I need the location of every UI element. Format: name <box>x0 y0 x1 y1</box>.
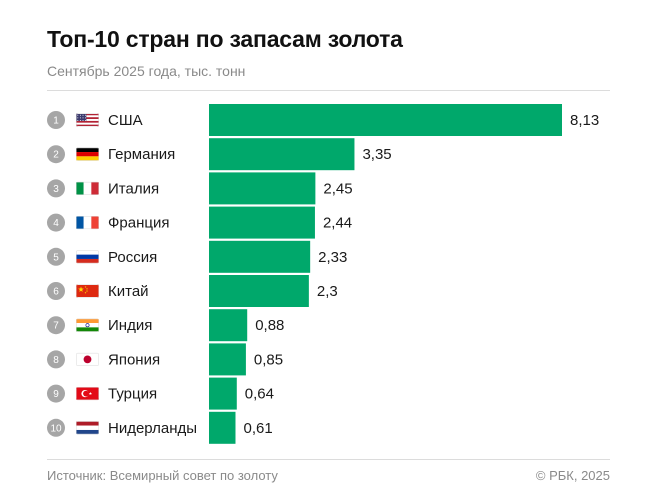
value-label: 3,35 <box>362 146 391 163</box>
bar-row: 4 Франция 2,44 <box>47 206 352 239</box>
bar <box>209 275 309 307</box>
category-label: Россия <box>108 249 157 266</box>
bar-row: 9 Турция 0,64 <box>47 377 274 410</box>
copyright-note: © РБК, 2025 <box>535 468 610 483</box>
bar-row: 3 Италия 2,45 <box>47 172 353 205</box>
in-flag-icon <box>76 318 99 332</box>
rank-label: 2 <box>53 150 59 161</box>
bar <box>209 138 355 171</box>
category-label: Япония <box>108 351 160 368</box>
chart-subtitle: Сентябрь 2025 года, тыс. тонн <box>47 63 246 79</box>
chart-title: Топ-10 стран по запасам золота <box>47 26 403 52</box>
rank-badge <box>47 418 65 437</box>
bar <box>209 343 246 376</box>
bar <box>209 206 315 239</box>
rank-label: 7 <box>53 321 59 332</box>
bar-row: 7 Индия 0,88 <box>47 309 284 342</box>
rank-badge <box>47 145 65 164</box>
bar <box>209 240 311 273</box>
rank-badge <box>47 213 65 232</box>
rank-label: 6 <box>53 287 59 298</box>
rank-badge <box>47 384 65 403</box>
source-note: Источник: Всемирный совет по золоту <box>47 468 278 483</box>
top-divider <box>47 90 610 91</box>
rank-label: 8 <box>53 355 59 366</box>
bar <box>209 411 236 444</box>
rank-label: 3 <box>53 184 59 195</box>
bar-row: 8 Япония 0,85 <box>47 343 283 376</box>
bar-row: 6 Китай 2,3 <box>47 275 338 307</box>
value-label: 8,13 <box>570 112 599 129</box>
tr-flag-icon <box>76 387 99 401</box>
rank-badge <box>47 179 65 198</box>
value-label: 2,44 <box>323 215 352 232</box>
it-flag-icon <box>76 181 99 195</box>
category-label: Нидерланды <box>108 420 197 437</box>
rank-label: 9 <box>53 389 59 400</box>
value-label: 0,64 <box>245 386 274 403</box>
value-label: 0,61 <box>243 420 272 437</box>
jp-flag-icon <box>76 352 99 366</box>
value-label: 2,3 <box>317 283 338 300</box>
value-label: 2,45 <box>323 180 352 197</box>
rank-label: 5 <box>53 252 59 263</box>
us-flag-icon <box>76 113 99 127</box>
ru-flag-icon <box>76 250 99 264</box>
rank-badge <box>47 111 65 129</box>
category-label: Китай <box>108 283 149 300</box>
fr-flag-icon <box>76 216 99 230</box>
nl-flag-icon <box>76 421 99 435</box>
rank-badge <box>47 316 65 335</box>
category-label: Индия <box>108 317 152 334</box>
rank-badge <box>47 247 65 266</box>
bar-row: 2 Германия 3,35 <box>47 138 392 171</box>
bar-row: 10 Нидерланды 0,61 <box>47 411 273 444</box>
rank-badge <box>47 282 65 300</box>
de-flag-icon <box>76 147 99 161</box>
bar <box>209 104 562 136</box>
category-label: Франция <box>108 215 169 232</box>
category-label: США <box>108 112 143 129</box>
bottom-divider <box>47 459 610 460</box>
value-label: 2,33 <box>318 249 347 266</box>
bar <box>209 377 237 410</box>
bar <box>209 309 248 342</box>
category-label: Италия <box>108 180 159 197</box>
bar-row: 5 Россия 2,33 <box>47 240 347 273</box>
rank-label: 1 <box>53 116 59 127</box>
rank-label: 10 <box>50 423 62 434</box>
rank-label: 4 <box>53 218 59 229</box>
category-label: Турция <box>108 386 157 403</box>
bar-row: 1 США 8,13 <box>47 104 599 136</box>
rank-badge <box>47 350 65 369</box>
cn-flag-icon <box>76 284 99 298</box>
bar <box>209 172 316 205</box>
category-label: Германия <box>108 146 175 163</box>
value-label: 0,88 <box>255 317 284 334</box>
value-label: 0,85 <box>254 351 283 368</box>
